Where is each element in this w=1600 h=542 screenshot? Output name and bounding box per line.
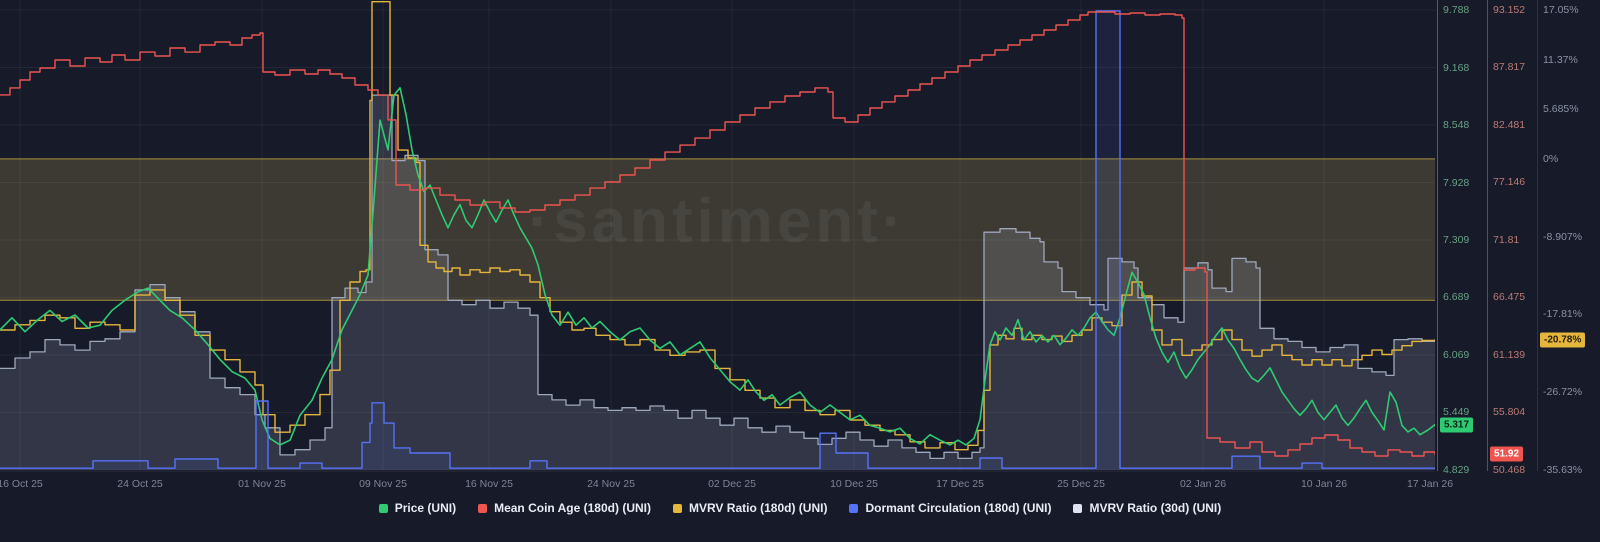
pct-axis-tick: 11.37% [1543, 53, 1578, 66]
price-axis-tick: 9.168 [1443, 61, 1470, 74]
mvrv-30-legend-swatch [1073, 503, 1083, 513]
mca-axis-tick: 71.81 [1493, 234, 1520, 246]
x-axis-label: 17 Jan 26 [1406, 478, 1454, 490]
price-axis-tick: 7.928 [1443, 176, 1470, 189]
x-axis-label: 10 Jan 26 [1300, 478, 1348, 490]
price-axis-tick: 4.829 [1443, 464, 1470, 476]
pct-axis-tick: 5.685% [1543, 103, 1579, 116]
x-axis-label: 10 Dec 25 [830, 478, 878, 490]
dormant-circulation-legend-swatch [849, 503, 859, 513]
legend-item-mvrv-180[interactable]: MVRV Ratio (180d) (UNI) [672, 501, 828, 515]
mvrv-percent-axis[interactable]: 17.05% 11.37% 5.685% 0% -8.907% -17.81% -26.72… [1537, 0, 1600, 476]
x-axis-label: 16 Oct 25 [0, 478, 43, 490]
legend-item-mean-coin-age[interactable]: Mean Coin Age (180d) (UNI) [478, 501, 651, 515]
pct-axis-tick: -8.907% [1543, 230, 1583, 243]
chart-plot-area[interactable]: ·santiment· [0, 0, 1436, 471]
x-axis-label: 02 Jan 26 [1179, 478, 1227, 490]
mca-axis-tick: 66.475 [1493, 291, 1526, 304]
legend-label-price: Price (UNI) [394, 501, 457, 515]
price-axis-tick: 6.689 [1443, 291, 1470, 304]
legend-label-dormant-circulation: Dormant Circulation (180d) (UNI) [865, 501, 1052, 515]
x-axis: 16 Oct 25 24 Oct 25 01 Nov 25 09 Nov 25 16 N… [0, 471, 1453, 496]
price-axis[interactable]: 9.788 9.168 8.548 7.928 7.309 6.689 6.069 5.449… [1437, 0, 1488, 476]
mvrv-180-legend-swatch [672, 503, 682, 513]
chart-legend: Price (UNI) Mean Coin Age (180d) (UNI) M… [0, 501, 1600, 515]
pct-last-value-badge: -20.78% [1540, 332, 1586, 348]
x-axis-label: 25 Dec 25 [1057, 478, 1105, 490]
legend-label-mvrv-180: MVRV Ratio (180d) (UNI) [688, 501, 828, 515]
price-last-value-badge: 5.317 [1440, 417, 1474, 433]
mca-axis-tick: 93.152 [1493, 4, 1526, 16]
pct-axis-tick: 0% [1543, 152, 1559, 165]
legend-label-mean-coin-age: Mean Coin Age (180d) (UNI) [494, 501, 651, 515]
mca-axis-tick: 55.804 [1493, 406, 1526, 419]
price-axis-tick: 6.069 [1443, 348, 1470, 361]
mca-axis-tick: 87.817 [1493, 61, 1526, 74]
mca-axis-tick: 82.481 [1493, 119, 1526, 131]
price-legend-swatch [378, 503, 388, 513]
x-axis-label: 16 Nov 25 [465, 478, 513, 490]
chart-canvas[interactable] [0, 0, 1436, 471]
legend-item-price[interactable]: Price (UNI) [378, 501, 457, 515]
pct-axis-tick: -35.63% [1543, 464, 1583, 476]
pct-axis-tick: -26.72% [1543, 386, 1583, 399]
x-axis-label: 01 Nov 25 [238, 478, 286, 490]
mca-series-line [0, 11, 1436, 457]
legend-item-mvrv-30[interactable]: MVRV Ratio (30d) (UNI) [1073, 501, 1221, 515]
mvrv30-series-line [0, 94, 1436, 460]
mvrv30-series-area [0, 95, 1435, 470]
x-axis-label: 02 Dec 25 [708, 478, 756, 490]
mca-last-value-badge: 51.92 [1490, 446, 1524, 462]
mvrv-zone-band [0, 158, 1435, 301]
x-axis-label: 09 Nov 25 [359, 478, 407, 490]
x-axis-label: 24 Nov 25 [587, 478, 635, 490]
price-series-line [0, 86, 1436, 446]
pct-axis-tick: -17.81% [1543, 308, 1583, 321]
x-axis-label: 17 Dec 25 [936, 478, 984, 490]
mca-axis-tick: 61.139 [1493, 349, 1526, 361]
price-axis-tick: 8.548 [1443, 119, 1470, 132]
legend-label-mvrv-30: MVRV Ratio (30d) (UNI) [1089, 501, 1222, 515]
pct-axis-tick: 17.05% [1543, 4, 1579, 16]
mean-coin-age-axis[interactable]: 93.152 87.817 82.481 77.146 71.81 66.475 61.13… [1487, 0, 1538, 476]
legend-item-dormant-circulation[interactable]: Dormant Circulation (180d) (UNI) [849, 501, 1051, 515]
mean-coin-age-legend-swatch [478, 503, 488, 513]
mca-axis-tick: 50.468 [1493, 464, 1526, 476]
x-axis-label: 24 Oct 25 [117, 478, 163, 490]
dormant-series-line [0, 10, 1436, 469]
price-axis-tick: 9.788 [1443, 4, 1470, 16]
mca-axis-tick: 77.146 [1493, 176, 1526, 189]
price-axis-tick: 5.449 [1443, 406, 1470, 419]
price-axis-tick: 7.309 [1443, 233, 1470, 246]
